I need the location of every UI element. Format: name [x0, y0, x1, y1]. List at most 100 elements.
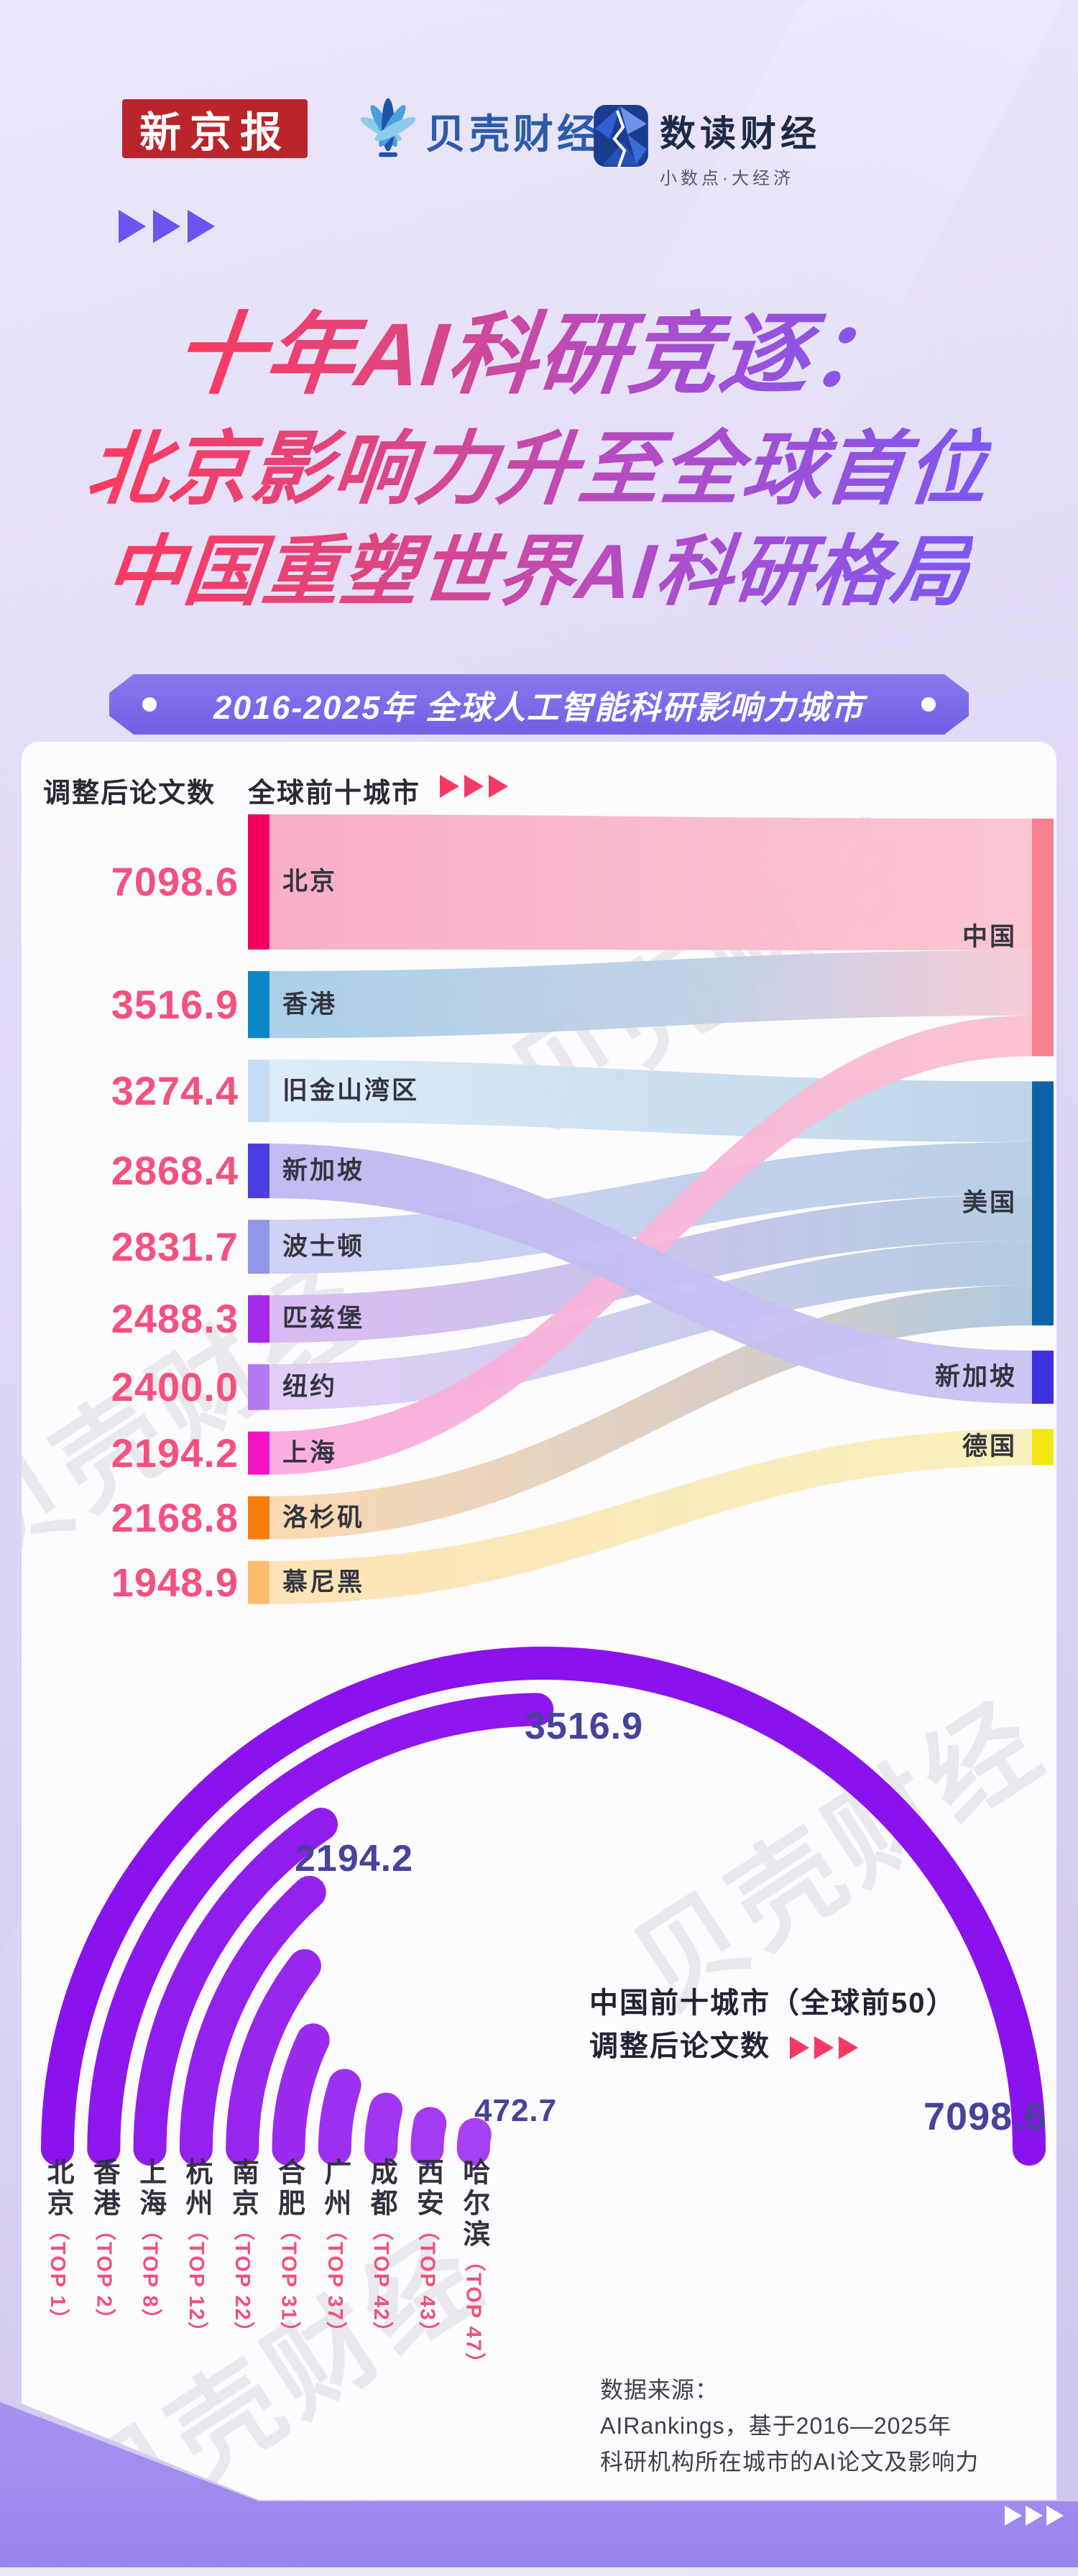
radial-value-上海: 2194.2 [295, 1838, 414, 1880]
sankey-node-旧金山湾区 [248, 1059, 270, 1123]
sankey-country-label-中国: 中国 [962, 923, 1017, 952]
xinjingbao-logo-text: 新京报 [139, 109, 290, 156]
radial-city-label-成都: 成都（TOP 42） [361, 2158, 400, 2344]
section-banner: 2016-2025年 全球人工智能科研影响力城市 [109, 674, 969, 735]
radial-city-label-南京: 南京（TOP 22） [223, 2158, 262, 2344]
sankey-flow-北京 [270, 814, 1032, 951]
radial-city-rank: （TOP 8） [138, 2220, 162, 2331]
radial-arc-成都 [364, 2092, 402, 2166]
sankey-value-波士顿: 2831.7 [111, 1223, 239, 1269]
sankey-city-label-旧金山湾区: 旧金山湾区 [282, 1076, 420, 1105]
radial-city-rank: （TOP 1） [46, 2220, 69, 2331]
radial-value-北京: 7098.6 [923, 2095, 1047, 2138]
sankey-node-新加坡 [248, 1144, 270, 1199]
radial-city-rank: （TOP 42） [369, 2220, 393, 2344]
radial-city-name: 哈尔滨 [458, 2158, 489, 2250]
shudu-finance-logo-text: 数读财经 [660, 114, 821, 154]
sankey-flow-波士顿 [270, 1141, 1032, 1274]
radial-arc-杭州 [179, 1875, 326, 2166]
radial-city-rank: （TOP 37） [323, 2220, 346, 2344]
sankey-flow-慕尼黑 [270, 1429, 1032, 1604]
sankey-value-上海: 2194.2 [111, 1430, 239, 1476]
radial-city-label-北京: 北京（TOP 1） [38, 2158, 77, 2331]
radial-bar-chart [41, 1647, 1046, 2166]
sankey-value-洛杉矶: 2168.8 [111, 1494, 239, 1540]
sankey-node-新加坡 [1032, 1351, 1054, 1404]
sankey-node-纽约 [248, 1364, 270, 1410]
sankey-right-header: 全球前十城市 [248, 778, 421, 809]
sankey-node-北京 [248, 814, 270, 950]
sankey-city-label-慕尼黑: 慕尼黑 [282, 1568, 365, 1596]
radial-city-name: 杭州 [180, 2158, 211, 2220]
sankey-node-美国 [1032, 1081, 1054, 1326]
sankey-left-header: 调整后论文数 [43, 778, 216, 809]
sankey-value-慕尼黑: 1948.9 [111, 1559, 239, 1605]
xinjingbao-logo: 新京报 [122, 99, 308, 158]
radial-city-name: 北京 [42, 2158, 73, 2220]
sankey-city-label-上海: 上海 [282, 1438, 338, 1467]
sankey-city-label-新加坡: 新加坡 [282, 1156, 365, 1185]
radial-city-label-香港: 香港（TOP 2） [84, 2158, 123, 2331]
sankey-value-香港: 3516.9 [111, 981, 239, 1027]
radial-chart-title: 中国前十城市（全球前50） [589, 1987, 957, 2019]
sankey-value-旧金山湾区: 3274.4 [111, 1067, 239, 1113]
radial-city-name: 广州 [319, 2158, 350, 2220]
sankey-city-label-北京: 北京 [282, 868, 338, 896]
sankey-node-中国 [1032, 819, 1054, 1057]
chart-card: 贝壳财经 贝壳财经 贝壳财经 贝壳财经 调整后论文数 全球前十城市 中国前十城市… [22, 742, 1056, 2500]
radial-city-label-上海: 上海（TOP 8） [131, 2158, 170, 2331]
page-title-line2: 北京影响力升至全球首位 [0, 404, 1078, 520]
radial-city-rank: （TOP 22） [231, 2220, 254, 2344]
radial-city-name: 香港 [88, 2158, 119, 2220]
sankey-country-label-美国: 美国 [962, 1189, 1017, 1218]
sankey-node-香港 [248, 971, 270, 1039]
beike-finance-logo-text: 贝壳财经 [425, 111, 601, 157]
sankey-city-label-香港: 香港 [282, 990, 338, 1018]
sankey-chart [248, 814, 1054, 1604]
page-title-line3: 中国重塑世界AI科研格局 [0, 509, 1078, 620]
shudu-shield-icon [594, 105, 648, 170]
radial-city-rank: （TOP 31） [277, 2220, 300, 2344]
radial-arc-香港 [87, 1693, 554, 2166]
sankey-flow-上海 [270, 1015, 1032, 1475]
radial-chart-subtitle: 调整后论文数 [589, 2023, 863, 2064]
sankey-value-新加坡: 2868.4 [111, 1148, 239, 1194]
data-source-line3: 科研机构所在城市的AI论文及影响力 [600, 2449, 980, 2475]
sankey-city-label-纽约: 纽约 [282, 1372, 338, 1401]
shell-icon [359, 92, 417, 170]
sankey-value-北京: 7098.6 [111, 859, 239, 905]
sankey-country-label-新加坡: 新加坡 [934, 1363, 1017, 1392]
sankey-city-label-波士顿: 波士顿 [282, 1232, 365, 1261]
radial-arc-西安 [410, 2107, 447, 2166]
beike-finance-logo: 贝壳财经 [359, 92, 601, 170]
radial-value-香港: 3516.9 [525, 1706, 644, 1747]
radial-arc-南京 [226, 1949, 321, 2166]
page-title-line1: 十年AI科研竞逐： [0, 282, 1078, 411]
sankey-node-波士顿 [248, 1220, 270, 1274]
section-banner-text: 2016-2025年 全球人工智能科研影响力城市 [213, 689, 865, 726]
radial-city-rank: （TOP 47） [461, 2250, 485, 2375]
sankey-flow-纽约 [270, 1241, 1032, 1410]
sankey-value-纽约: 2400.0 [111, 1363, 239, 1409]
radial-city-name: 西安 [412, 2158, 443, 2220]
radial-arc-哈尔滨 [456, 2117, 492, 2166]
sankey-node-匹兹堡 [248, 1295, 270, 1343]
sankey-city-label-洛杉矶: 洛杉矶 [282, 1503, 365, 1532]
header-arrows-icon [119, 210, 222, 247]
radial-city-label-合肥: 合肥（TOP 31） [270, 2158, 308, 2344]
sankey-node-洛杉矶 [248, 1496, 270, 1540]
shudu-finance-logo: 数读财经 小数点·大经济 [594, 105, 821, 189]
radial-city-label-西安: 西安（TOP 43） [407, 2158, 446, 2344]
radial-city-label-广州: 广州（TOP 37） [315, 2158, 354, 2344]
card-background [22, 742, 1056, 2500]
radial-arc-北京 [41, 1647, 1046, 2166]
sankey-header-arrows-icon [440, 775, 513, 798]
radial-arc-合肥 [272, 2023, 330, 2166]
sankey-value-匹兹堡: 2488.3 [111, 1296, 239, 1342]
radial-city-name: 合肥 [273, 2158, 304, 2220]
radial-value-哈尔滨: 472.7 [474, 2093, 558, 2128]
radial-city-label-杭州: 杭州（TOP 12） [177, 2158, 216, 2344]
sankey-flow-新加坡 [270, 1144, 1032, 1404]
sankey-node-德国 [1032, 1429, 1054, 1466]
data-source-line1: 数据来源： [600, 2377, 719, 2403]
